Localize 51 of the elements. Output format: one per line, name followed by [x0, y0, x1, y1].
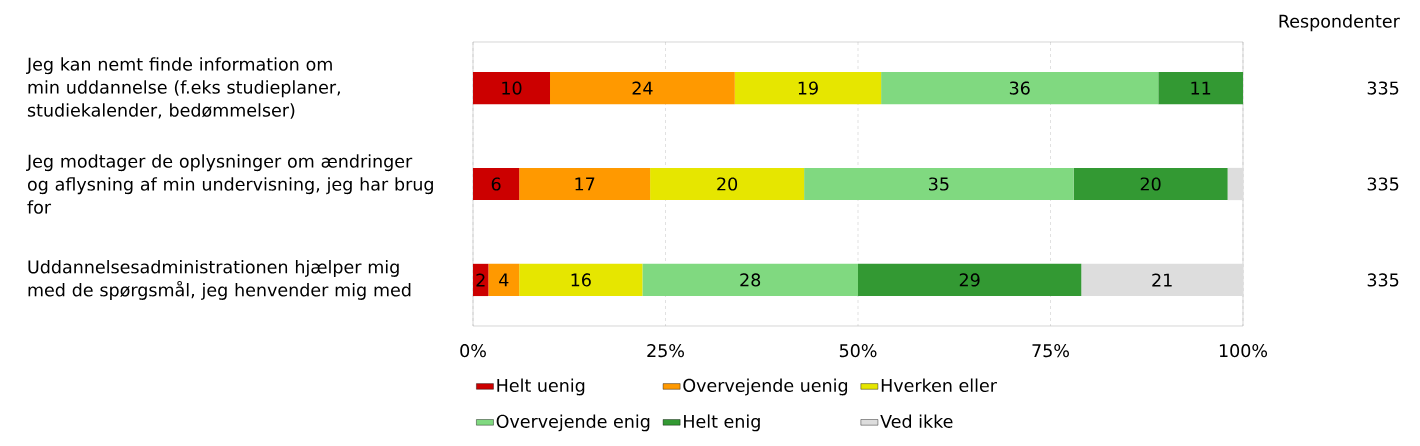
bar	[519, 167, 651, 201]
data-label: 6	[491, 177, 501, 191]
data-label: 19	[798, 81, 818, 95]
bar	[1081, 263, 1243, 297]
data-label: 2	[476, 273, 485, 287]
data-label: 35	[929, 177, 949, 191]
legend-label: Overvejende uenig	[683, 378, 848, 396]
data-label: 20	[717, 177, 738, 191]
data-label: 11	[1191, 81, 1211, 95]
legend-label: Overvejende enig	[496, 414, 650, 432]
y-tick-label: Uddannelsesadministrationen hjælper mig med de spørgsmål, jeg henvender mig med	[28, 259, 411, 300]
text: 335	[1367, 273, 1399, 287]
bar	[550, 71, 735, 105]
text: Respondenter	[1279, 14, 1400, 32]
bar	[642, 263, 858, 297]
text: 335	[1367, 81, 1399, 95]
bar	[650, 167, 805, 201]
x-tick-label: 100%	[1219, 344, 1268, 358]
legend-label: Helt uenig	[497, 378, 585, 396]
bar	[734, 71, 882, 105]
bar	[473, 167, 520, 201]
bar	[881, 71, 1159, 105]
bar	[473, 263, 489, 297]
data-label: 21	[1152, 273, 1172, 287]
data-label: 16	[571, 273, 591, 287]
x-tick-label: 75%	[1032, 344, 1069, 358]
legend-label: Helt enig	[684, 414, 760, 432]
data-label: 10	[502, 81, 522, 95]
bar	[473, 71, 551, 105]
legend-label: Hverken eller	[881, 378, 997, 393]
data-label: 20	[1140, 177, 1161, 191]
bar	[519, 263, 643, 297]
y-tick-label: Jeg modtager de oplysninger om ændringer og aflysning af min undervisning, jeg har brug for	[26, 154, 433, 214]
text: 335	[1367, 177, 1399, 191]
bar	[858, 263, 1082, 297]
bar	[1227, 167, 1243, 201]
bar	[1073, 167, 1228, 201]
bar	[488, 263, 520, 297]
bar	[804, 167, 1074, 201]
data-label: 36	[1009, 81, 1030, 95]
data-label: 4	[499, 273, 509, 287]
data-label: 17	[575, 177, 595, 191]
x-tick-label: 25%	[647, 344, 684, 358]
y-tick-label: Jeg kan nemt finde information om min uddannelse (f.eks studieplaner, studiekalender, bedømmelser)	[26, 57, 340, 119]
data-label: 29	[959, 273, 980, 287]
data-label: 28	[740, 273, 761, 287]
bar	[1158, 71, 1243, 105]
data-label: 24	[632, 81, 653, 95]
x-tick-label: 0%	[460, 344, 486, 358]
x-tick-label: 50%	[839, 344, 877, 358]
legend-label: Ved ikke	[880, 414, 953, 428]
